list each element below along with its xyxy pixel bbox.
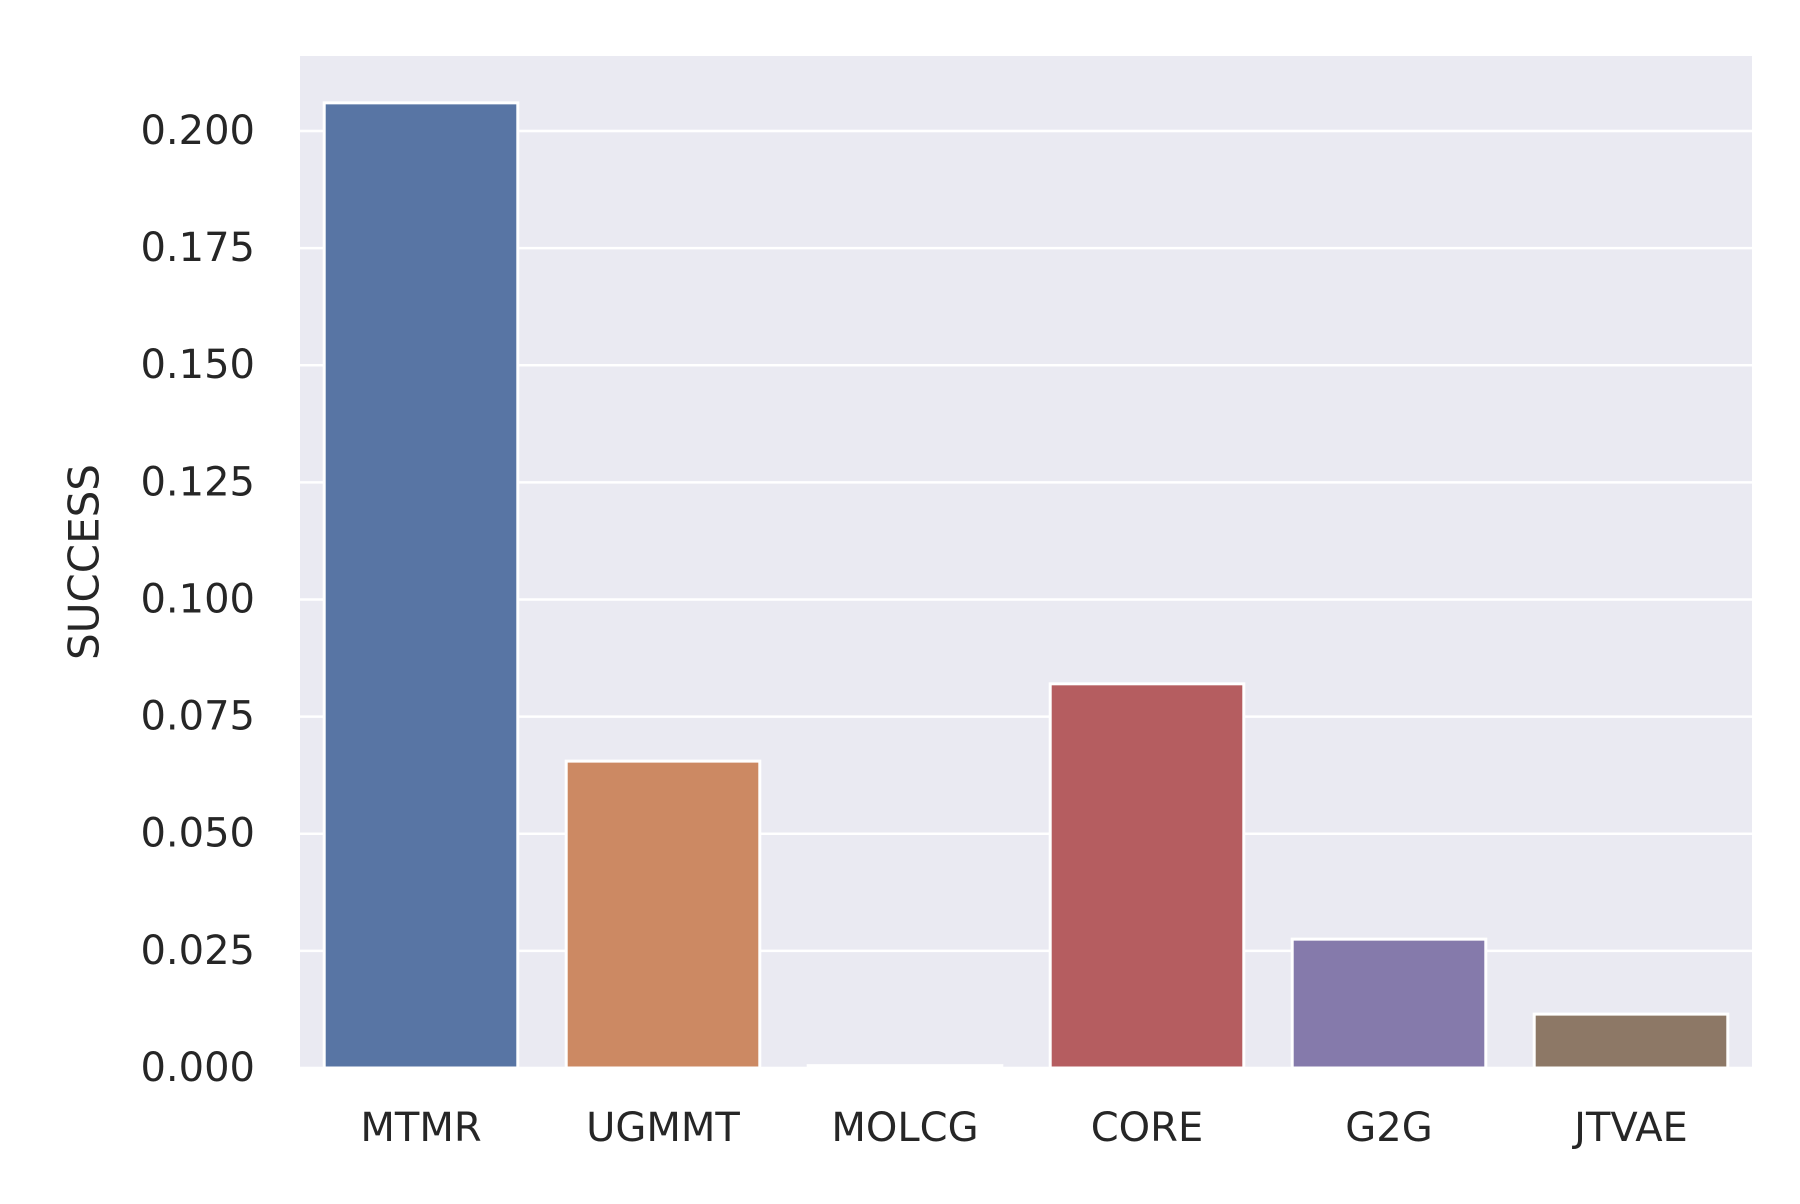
x-tick-label: MOLCG bbox=[831, 1105, 978, 1151]
y-tick-label: 0.050 bbox=[140, 811, 255, 857]
x-tick-label: JTVAE bbox=[1571, 1105, 1688, 1151]
y-tick-label: 0.175 bbox=[140, 225, 255, 271]
x-tick-label: MTMR bbox=[360, 1105, 481, 1151]
bar-ugmmt bbox=[564, 759, 762, 1070]
grid-layer bbox=[300, 129, 1752, 1070]
x-tick-labels: MTMR UGMMT MOLCG CORE G2G JTVAE bbox=[360, 1105, 1687, 1151]
bar-molcg bbox=[806, 1064, 1004, 1070]
y-tick-label: 0.000 bbox=[140, 1045, 255, 1091]
bar-jtvae bbox=[1532, 1012, 1730, 1070]
y-tick-label: 0.075 bbox=[140, 694, 255, 740]
plot-background bbox=[300, 56, 1752, 1068]
y-tick-labels: 0.000 0.025 0.050 0.075 0.100 0.125 0.150 0.175… bbox=[140, 108, 255, 1091]
x-tick-label: CORE bbox=[1091, 1105, 1203, 1151]
y-tick-label: 0.150 bbox=[140, 342, 255, 388]
bar-mtmr bbox=[322, 101, 520, 1070]
x-tick-label: G2G bbox=[1345, 1105, 1432, 1151]
x-tick-label: UGMMT bbox=[586, 1105, 740, 1151]
y-tick-label: 0.100 bbox=[140, 576, 255, 622]
y-tick-label: 0.125 bbox=[140, 459, 255, 505]
bar-g2g bbox=[1290, 937, 1488, 1070]
y-tick-label: 0.025 bbox=[140, 928, 255, 974]
bar-core bbox=[1048, 682, 1246, 1070]
y-axis-label: SUCCESS bbox=[60, 464, 109, 660]
bars-layer bbox=[322, 101, 1730, 1070]
y-tick-label: 0.200 bbox=[140, 108, 255, 154]
